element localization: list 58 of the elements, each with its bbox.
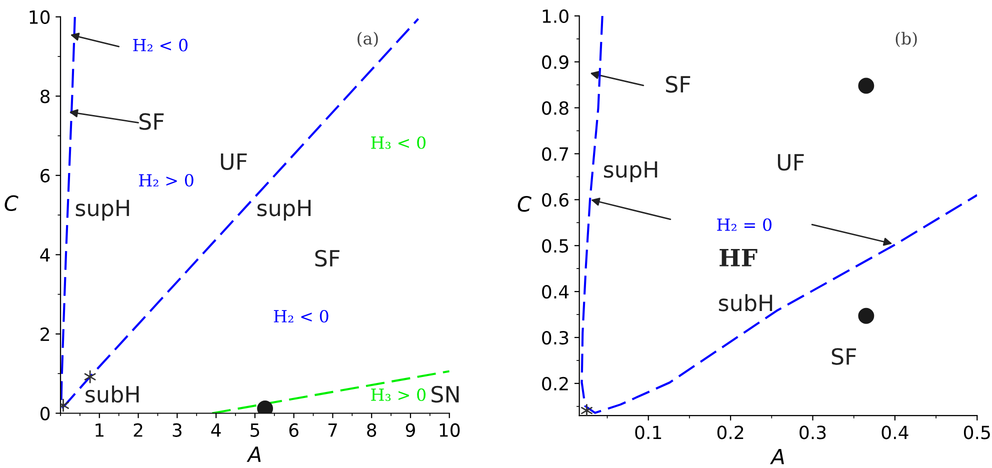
- annotation: H₂ < 0: [133, 38, 188, 52]
- annotation: SN: [432, 386, 459, 403]
- y-tick-label: 0.2: [542, 376, 568, 391]
- y-tick-label: 2: [40, 327, 49, 341]
- annotation: H₂ = 0: [717, 218, 772, 231]
- annotation: SF: [666, 76, 690, 93]
- x-tick-label: 3: [172, 423, 182, 437]
- annotation: supH: [76, 200, 129, 221]
- annotation: H₂ > 0: [139, 174, 194, 187]
- annotation: H₂ < 0: [274, 310, 328, 323]
- annotation: H₃ > 0: [371, 388, 426, 402]
- x-axis-title: A: [770, 448, 784, 464]
- y-tick-label: 10: [30, 10, 50, 24]
- x-tick-label: 9: [406, 423, 415, 437]
- annotation: (b): [896, 32, 917, 48]
- x-tick-label: 0.5: [964, 426, 990, 440]
- x-tick-label: 10: [440, 423, 460, 437]
- annotation: SF: [140, 113, 164, 130]
- y-tick-label: 0.9: [542, 55, 568, 69]
- y-tick-label: 0.4: [542, 285, 569, 299]
- x-tick-label: 8: [367, 423, 376, 437]
- x-tick-label: 0.3: [800, 426, 826, 440]
- annotation: HF: [720, 249, 758, 266]
- x-tick-label: 1: [96, 424, 104, 437]
- y-axis-title: C: [4, 195, 18, 212]
- y-tick-label: 0.3: [542, 330, 568, 345]
- annotation: SF: [315, 250, 340, 267]
- x-tick-label: 0.1: [635, 426, 662, 440]
- y-tick-label: 8: [40, 90, 50, 104]
- annotation: UF: [778, 154, 804, 171]
- x-tick-label: 0.4: [882, 426, 908, 440]
- x-tick-label: 5: [250, 424, 260, 437]
- point: [581, 404, 592, 416]
- y-tick-label: 6: [40, 168, 50, 183]
- annotation: supH: [257, 200, 311, 221]
- y-tick-label: 1.0: [542, 9, 568, 24]
- annotation: H₃ < 0: [371, 136, 426, 149]
- annotation: SF: [832, 348, 856, 365]
- y-tick-label: 4: [40, 248, 50, 262]
- annotation: subH: [86, 385, 139, 403]
- y-tick-label: 0.5: [542, 239, 568, 253]
- point: [858, 308, 874, 324]
- x-tick-label: 2: [134, 423, 142, 437]
- y-axis-title: C: [518, 196, 532, 212]
- point: [858, 78, 874, 94]
- annotation: subH: [718, 294, 772, 312]
- x-tick-label: 0.2: [717, 426, 744, 440]
- x-tick-label: 7: [328, 424, 337, 437]
- y-tick-label: 0.8: [542, 101, 568, 115]
- y-tick-label: 0.7: [542, 147, 568, 161]
- annotation: (a): [358, 32, 378, 48]
- y-tick-label: 0: [40, 406, 50, 420]
- x-tick-label: 6: [289, 423, 298, 437]
- y-tick-label: 0.6: [542, 193, 568, 207]
- annotation: UF: [220, 153, 247, 170]
- annotation: supH: [604, 161, 658, 182]
- x-axis-title: A: [246, 446, 261, 462]
- x-tick-label: 4: [211, 424, 221, 437]
